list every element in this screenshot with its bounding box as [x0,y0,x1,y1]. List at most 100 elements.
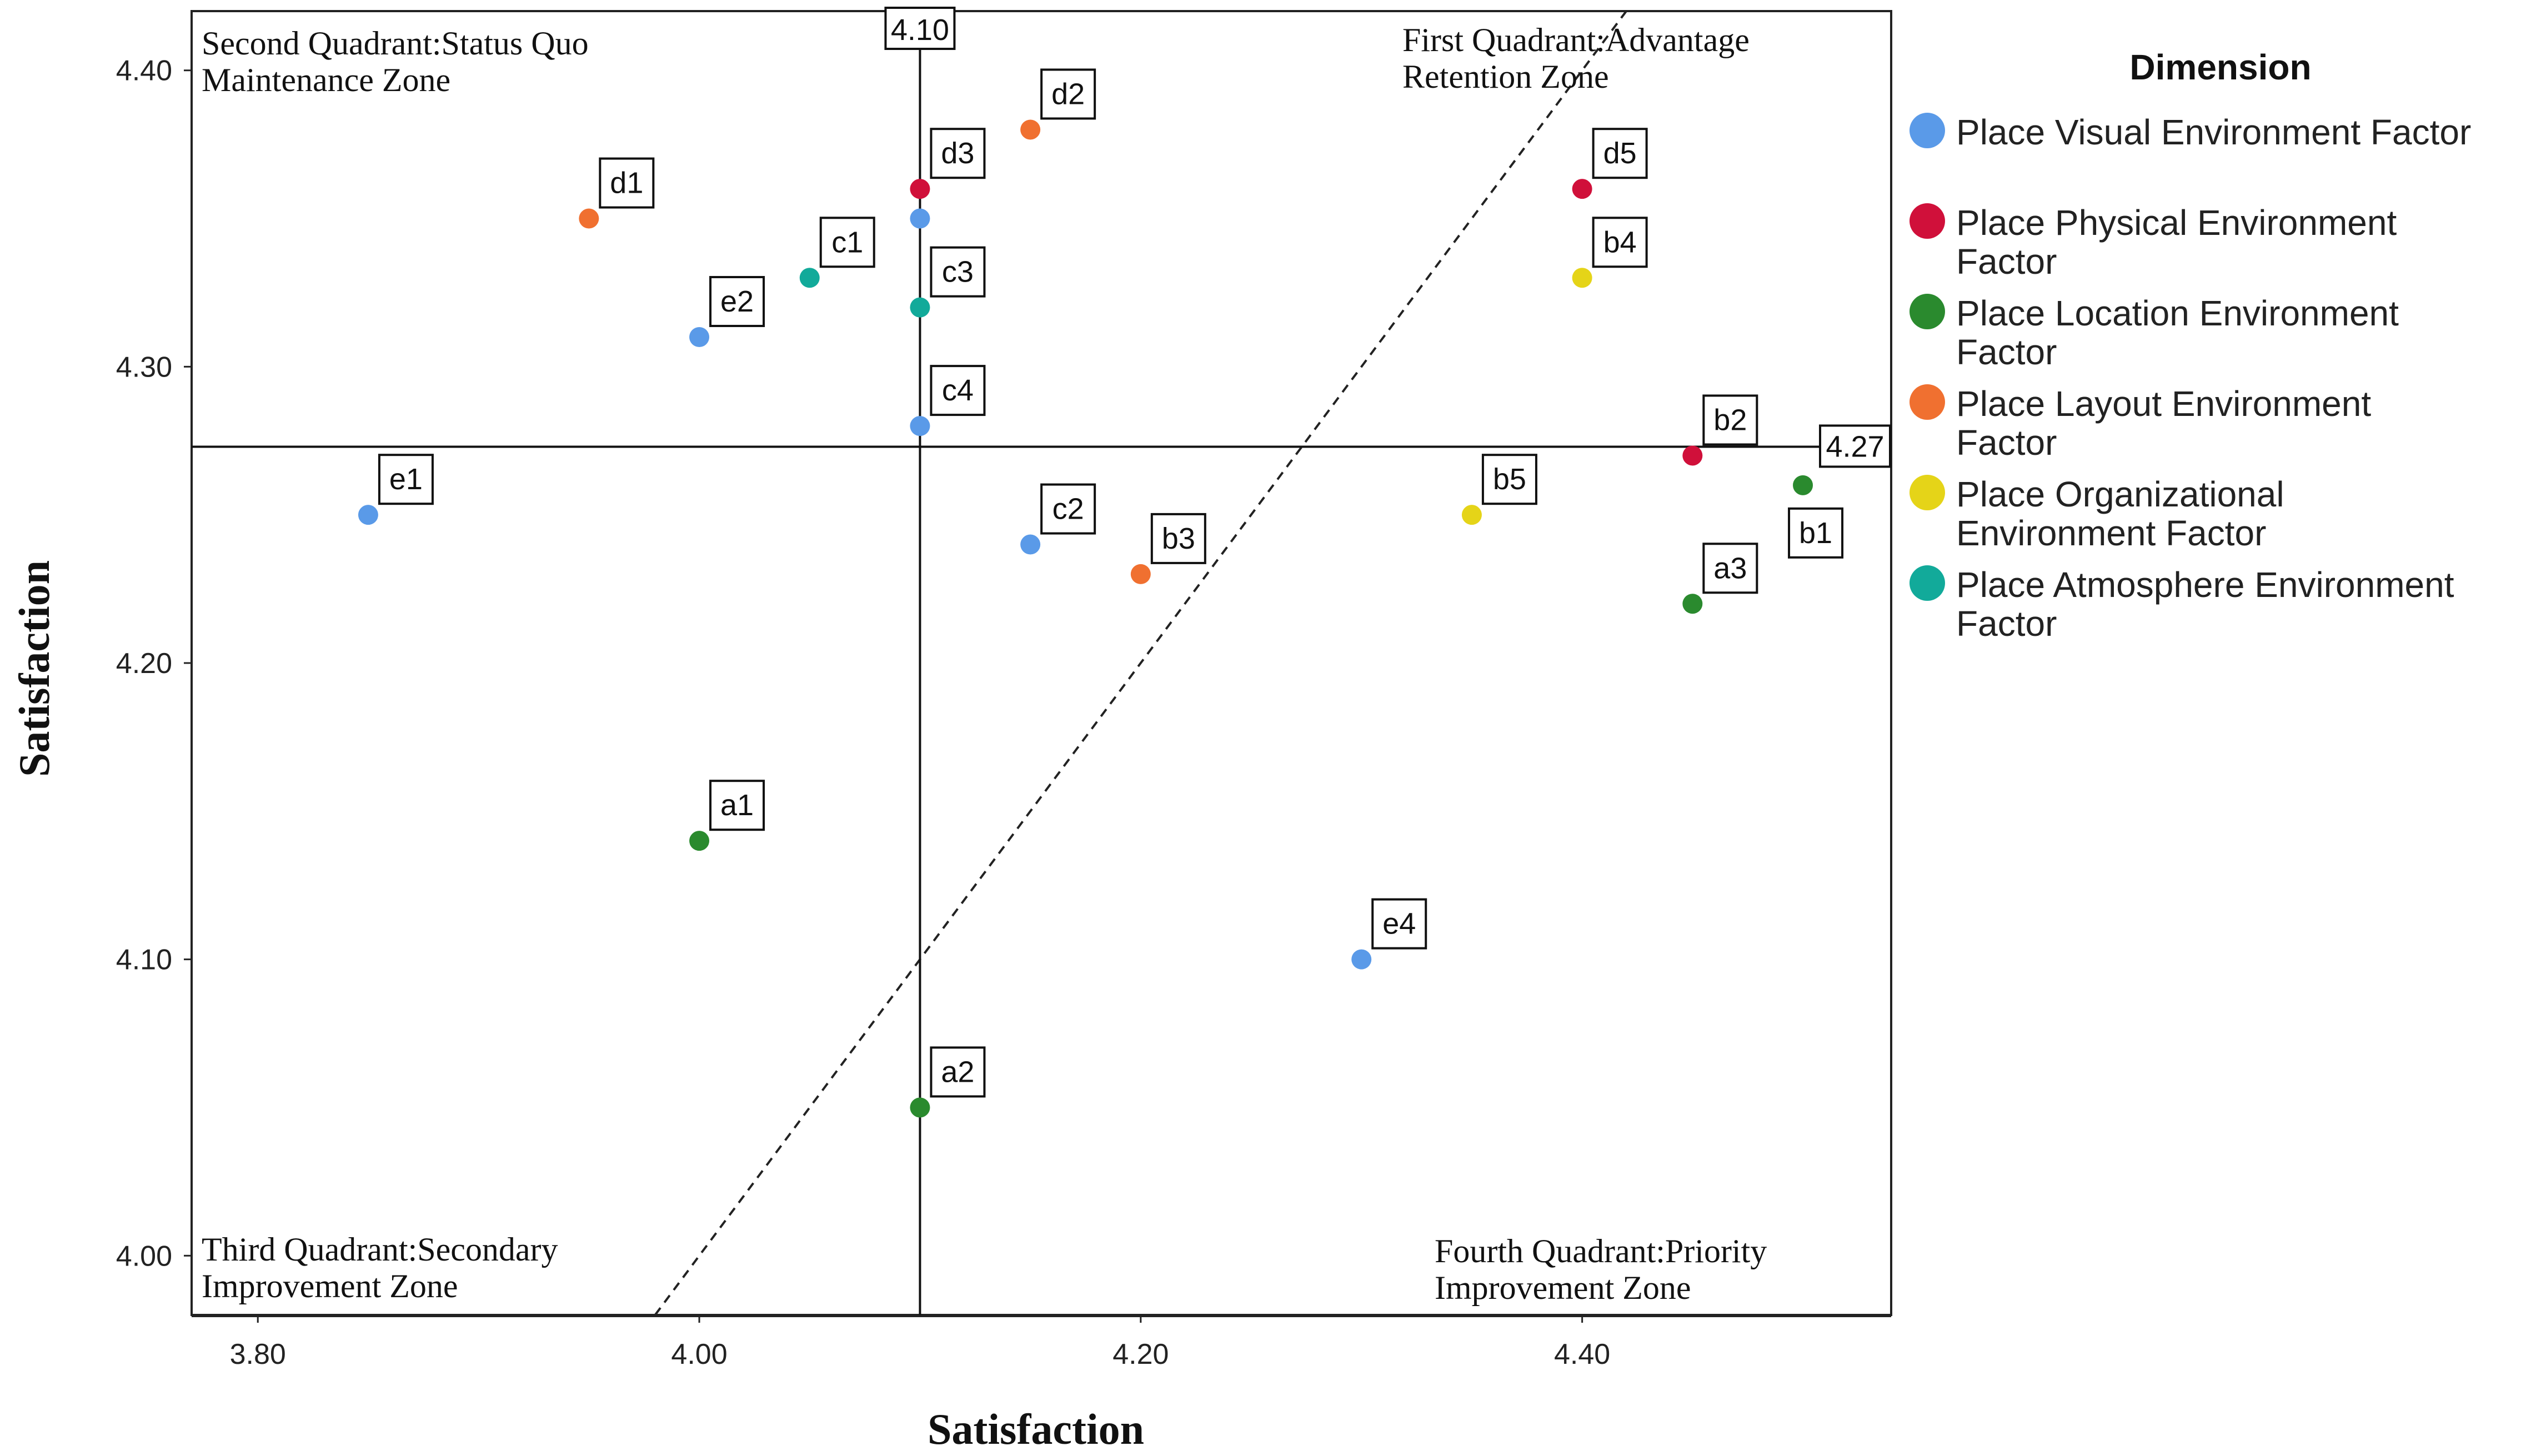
data-point-d1 [579,208,599,229]
point-label-box [1702,394,1758,446]
data-point-b2 [1682,445,1703,466]
point-label-e4: e4 [1382,907,1416,941]
point-label-box [709,780,765,831]
point-label-b3: b3 [1162,522,1195,555]
diagonal-reference-line [654,10,1627,1316]
data-point-e1 [358,505,378,525]
legend-label-layout: Factor [1956,423,2057,463]
point-label-d1: d1 [610,167,643,200]
data-point-a2 [910,1097,930,1118]
y-tick-label: 4.00 [116,1240,172,1272]
point-label-box [819,217,875,268]
point-label-box [1481,454,1537,505]
legend-marker-location [1909,294,1945,329]
data-point-d3 [910,179,930,199]
quadrant-label-top-left: Maintenance Zone [202,62,450,98]
legend-label-atmosphere: Place Atmosphere Environment [1956,565,2454,605]
point-label-box [930,365,986,416]
legend-label-physical: Place Physical Environment [1956,203,2397,243]
point-label-box [378,454,434,505]
x-tick-label: 3.80 [230,1338,286,1370]
legend-title: Dimension [2129,47,2311,87]
quadrant-label-bottom-left: Third Quadrant:Secondary [202,1231,558,1268]
plot-area: 4.10 4.27 3.80 4.00 4.20 4.40 4.00 4.10 4.20 4.30… [10,7,1892,1453]
quadrant-label-bottom-right: Improvement Zone [1435,1269,1691,1306]
legend-label-location: Factor [1956,332,2057,372]
point-label-box [1592,128,1648,179]
legend-marker-visual [1909,113,1945,148]
vertical-reference-label: 4.10 [891,13,949,47]
data-point-b5 [1461,505,1482,525]
point-label-d5: d5 [1603,137,1637,170]
point-label-box [1702,543,1758,594]
point-label-box [709,276,765,327]
data-point-e4 [1351,949,1372,970]
point-label-b2: b2 [1713,403,1747,436]
horizontal-reference-label-box [1819,424,1891,468]
point-label-b1: b1 [1799,516,1832,550]
data-point [910,208,930,229]
data-point-b1 [1793,475,1813,495]
point-label-d3: d3 [941,137,974,170]
data-point-a1 [689,831,710,851]
data-point-e2 [689,327,710,347]
y-tick-label: 4.30 [116,351,172,383]
data-point-d2 [1020,119,1041,140]
point-label-c2: c2 [1053,493,1084,526]
point-label-a2: a2 [941,1055,974,1088]
legend-marker-organizational [1909,475,1945,510]
quadrant-label-top-left: Second Quadrant:Status Quo [202,25,589,62]
legend-marker-layout [1909,384,1945,420]
data-point-b3 [1130,564,1151,584]
point-label-c3: c3 [942,255,974,289]
point-label-box [1371,898,1427,950]
point-label-box [1040,68,1096,120]
legend-label-organizational: Environment Factor [1956,513,2266,553]
point-label-box [930,246,986,298]
quadrant-label-top-right: Retention Zone [1402,58,1609,95]
y-tick-label: 4.10 [116,944,172,976]
point-label-box [1150,513,1206,564]
data-point-d5 [1572,179,1592,199]
data-point-a3 [1682,594,1703,614]
legend-label-location: Place Location Environment [1956,293,2399,333]
data-point-c4 [910,416,930,436]
point-label-box [1788,507,1844,559]
data-point-c1 [799,268,820,288]
point-label-box [930,128,986,179]
point-label-c4: c4 [942,374,974,407]
point-label-e2: e2 [720,285,754,318]
point-label-a1: a1 [720,789,754,822]
point-label-box [930,1046,986,1098]
point-label-e1: e1 [389,463,423,496]
quadrant-label-top-right: First Quadrant:Advantage [1402,22,1750,58]
y-axis-title: Satisfaction [10,560,58,777]
x-tick-label: 4.20 [1112,1338,1169,1370]
point-label-b4: b4 [1603,225,1637,259]
point-label-b5: b5 [1493,463,1526,496]
point-label-box [1040,483,1096,535]
y-tick-label: 4.20 [116,647,172,680]
point-label-a3: a3 [1713,551,1747,585]
x-axis-title: Satisfaction [928,1405,1144,1453]
vertical-reference-label-box [884,7,956,50]
data-point-b4 [1572,268,1592,288]
point-label-box [599,157,655,209]
y-tick-label: 4.40 [116,55,172,87]
plot-frame [191,10,1892,1316]
x-tick-label: 4.00 [671,1338,727,1370]
horizontal-reference-label: 4.27 [1826,430,1884,463]
legend-label-atmosphere: Factor [1956,604,2057,644]
x-tick-label: 4.40 [1554,1338,1610,1370]
legend-marker-physical [1909,203,1945,239]
legend-marker-atmosphere [1909,565,1945,601]
quadrant-label-bottom-left: Improvement Zone [202,1268,458,1304]
point-label-d2: d2 [1051,77,1085,111]
legend-label-layout: Place Layout Environment [1956,384,2371,424]
legend-label-visual: Place Visual Environment Factor [1956,112,2471,152]
data-point-c2 [1020,534,1041,555]
legend-label-physical: Factor [1956,242,2057,282]
data-point-c3 [910,297,930,318]
legend-label-organizational: Place Organizational [1956,474,2284,514]
